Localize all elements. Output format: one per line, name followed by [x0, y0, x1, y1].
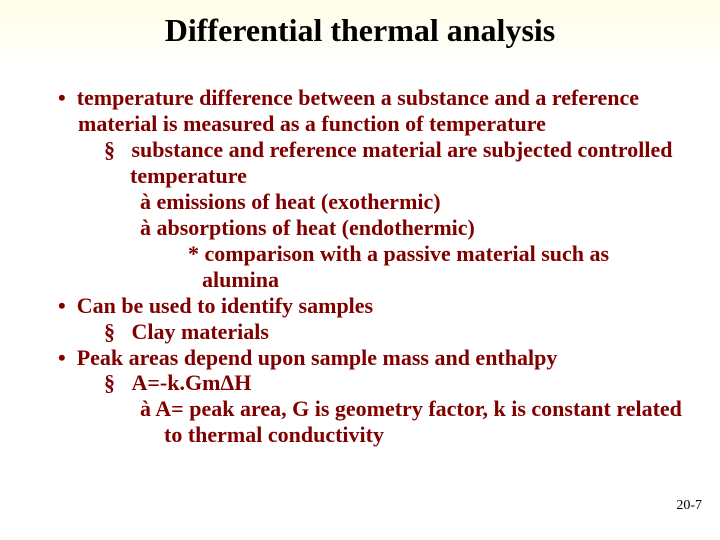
arrow-icon: à	[140, 215, 151, 240]
bullet-icon: •	[58, 345, 66, 370]
arrow-text: A= peak area, G is geometry factor, k is…	[155, 396, 682, 447]
arrow-text: absorptions of heat (endothermic)	[157, 215, 475, 240]
bullet-text: Can be used to identify samples	[77, 293, 373, 318]
sub-bullet-item: § A=-k.GmΔH	[50, 370, 690, 396]
sub-bullet-item: § substance and reference material are s…	[50, 137, 690, 189]
arrow-item: à absorptions of heat (endothermic)	[50, 215, 690, 241]
bullet-item: • Peak areas depend upon sample mass and…	[50, 345, 690, 371]
square-icon: §	[104, 370, 115, 395]
slide-body: • temperature difference between a subst…	[0, 67, 720, 448]
star-item: * comparison with a passive material suc…	[50, 241, 690, 293]
sub-bullet-text: substance and reference material are sub…	[130, 137, 672, 188]
sub-bullet-item: § Clay materials	[50, 319, 690, 345]
bullet-text: temperature difference between a substan…	[77, 85, 639, 136]
square-icon: §	[104, 137, 115, 162]
title-band: Differential thermal analysis	[0, 0, 720, 67]
star-icon: *	[188, 241, 199, 266]
arrow-item: à A= peak area, G is geometry factor, k …	[50, 396, 690, 448]
arrow-icon: à	[140, 189, 151, 214]
arrow-icon: à	[140, 396, 151, 421]
bullet-item: • Can be used to identify samples	[50, 293, 690, 319]
bullet-icon: •	[58, 85, 66, 110]
square-icon: §	[104, 319, 115, 344]
star-text: comparison with a passive material such …	[202, 241, 609, 292]
arrow-text: emissions of heat (exothermic)	[157, 189, 441, 214]
sub-bullet-text: Clay materials	[132, 319, 269, 344]
sub-bullet-text: A=-k.GmΔH	[132, 370, 252, 395]
bullet-item: • temperature difference between a subst…	[50, 85, 690, 137]
slide-title: Differential thermal analysis	[0, 12, 720, 49]
arrow-item: à emissions of heat (exothermic)	[50, 189, 690, 215]
page-number: 20-7	[676, 498, 702, 514]
bullet-icon: •	[58, 293, 66, 318]
bullet-text: Peak areas depend upon sample mass and e…	[77, 345, 558, 370]
